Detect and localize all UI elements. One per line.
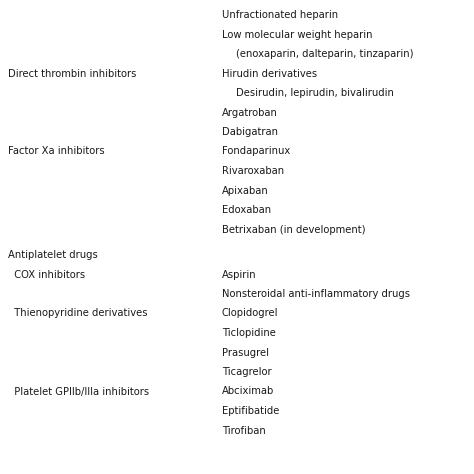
Text: Platelet GPIIb/IIIa inhibitors: Platelet GPIIb/IIIa inhibitors bbox=[8, 386, 149, 396]
Text: Abciximab: Abciximab bbox=[222, 386, 274, 396]
Text: Tirofiban: Tirofiban bbox=[222, 426, 266, 436]
Text: Thienopyridine derivatives: Thienopyridine derivatives bbox=[8, 309, 147, 319]
Text: Betrixaban (in development): Betrixaban (in development) bbox=[222, 225, 365, 235]
Text: Rivaroxaban: Rivaroxaban bbox=[222, 166, 284, 176]
Text: Antiplatelet drugs: Antiplatelet drugs bbox=[8, 250, 98, 260]
Text: Hirudin derivatives: Hirudin derivatives bbox=[222, 69, 317, 79]
Text: Unfractionated heparin: Unfractionated heparin bbox=[222, 10, 338, 20]
Text: Edoxaban: Edoxaban bbox=[222, 205, 271, 215]
Text: Clopidogrel: Clopidogrel bbox=[222, 309, 279, 319]
Text: Ticlopidine: Ticlopidine bbox=[222, 328, 276, 338]
Text: Nonsteroidal anti-inflammatory drugs: Nonsteroidal anti-inflammatory drugs bbox=[222, 289, 410, 299]
Text: Factor Xa inhibitors: Factor Xa inhibitors bbox=[8, 146, 105, 156]
Text: Eptifibatide: Eptifibatide bbox=[222, 406, 279, 416]
Text: Dabigatran: Dabigatran bbox=[222, 127, 278, 137]
Text: Apixaban: Apixaban bbox=[222, 185, 269, 195]
Text: Low molecular weight heparin: Low molecular weight heparin bbox=[222, 29, 373, 39]
Text: Aspirin: Aspirin bbox=[222, 270, 256, 280]
Text: COX inhibitors: COX inhibitors bbox=[8, 270, 85, 280]
Text: Fondaparinux: Fondaparinux bbox=[222, 146, 290, 156]
Text: Ticagrelor: Ticagrelor bbox=[222, 367, 272, 377]
Text: Prasugrel: Prasugrel bbox=[222, 347, 269, 357]
Text: Desirudin, lepirudin, bivalirudin: Desirudin, lepirudin, bivalirudin bbox=[236, 88, 394, 98]
Text: Direct thrombin inhibitors: Direct thrombin inhibitors bbox=[8, 69, 137, 79]
Text: Argatroban: Argatroban bbox=[222, 108, 278, 118]
Text: (enoxaparin, dalteparin, tinzaparin): (enoxaparin, dalteparin, tinzaparin) bbox=[236, 49, 413, 59]
